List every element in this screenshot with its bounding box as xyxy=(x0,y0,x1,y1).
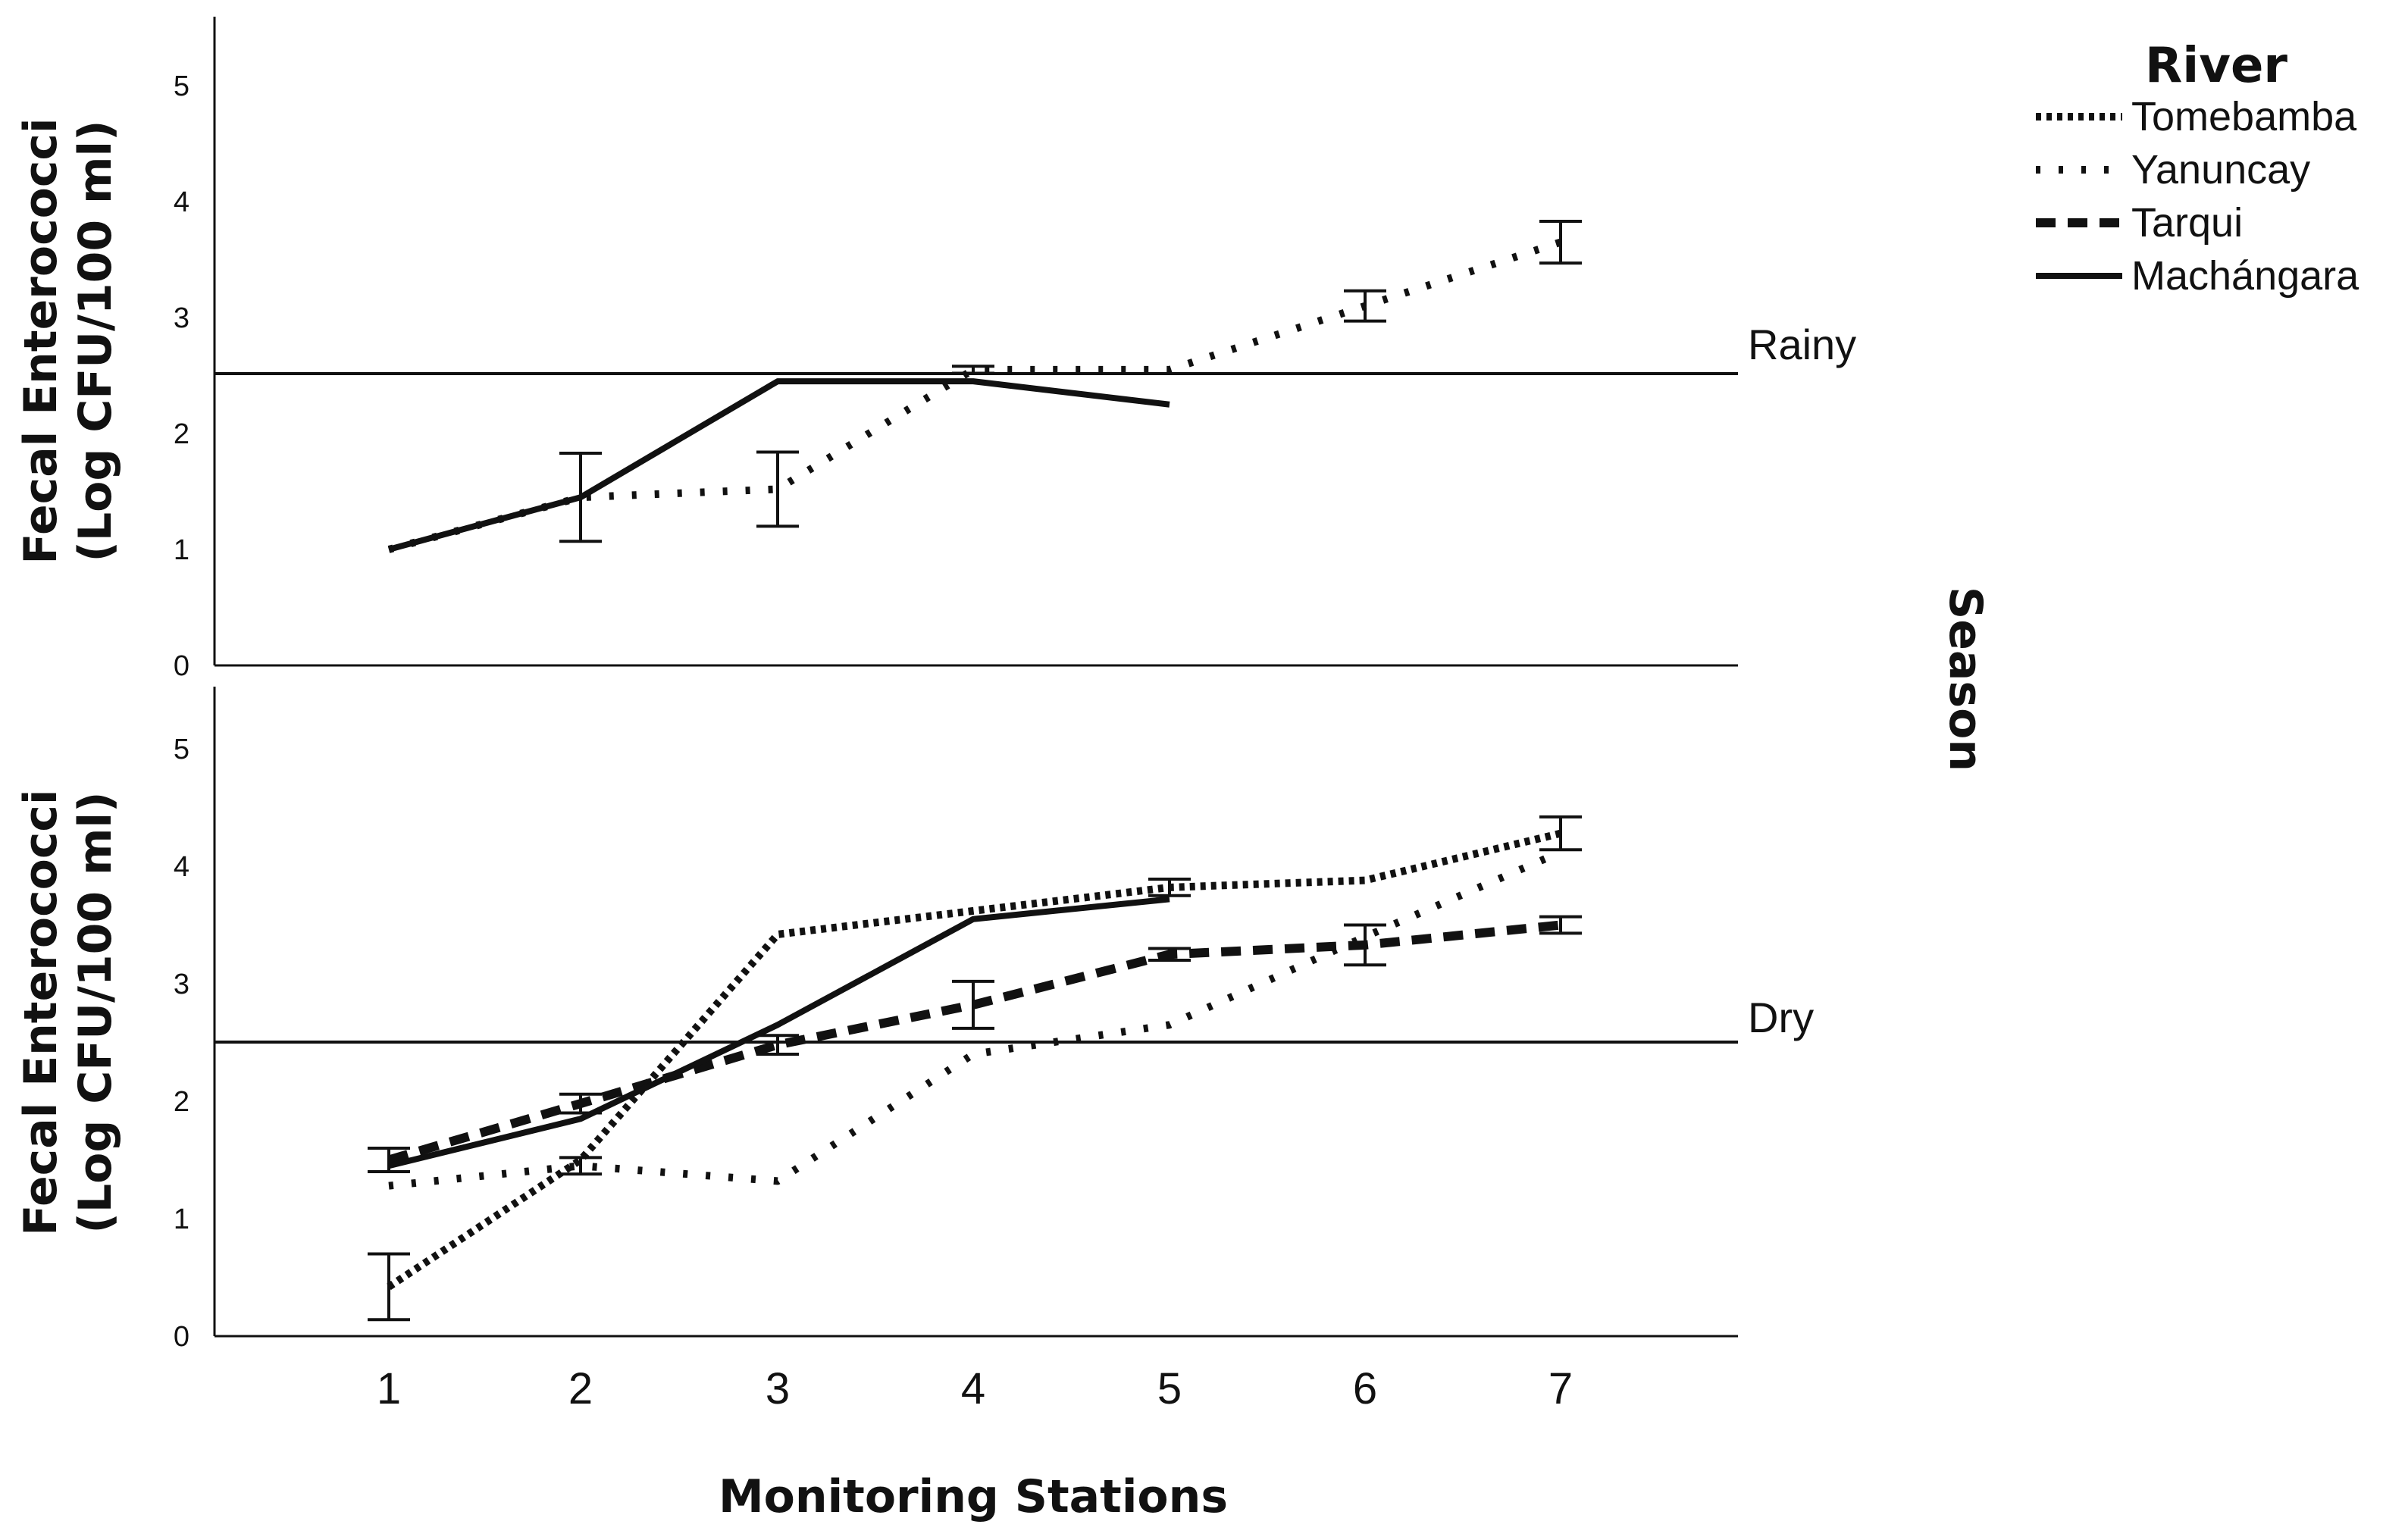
legend-item-yanuncay: Yanuncay xyxy=(2036,147,2310,192)
x-tick-label: 5 xyxy=(1157,1364,1182,1413)
rainy-error-bar-yanuncay xyxy=(1539,220,1582,265)
dry-y-tick-label: 0 xyxy=(174,1321,189,1353)
dry-facet-label: Dry xyxy=(1748,994,1814,1041)
legend-item-machangara: Machángara xyxy=(2036,253,2359,299)
rainy-error-bar-yanuncay xyxy=(756,450,799,528)
season-facet-title: Season xyxy=(1939,587,1992,772)
dry-y-tick-label: 4 xyxy=(174,851,189,883)
dry-error-bar-tarqui xyxy=(1148,947,1191,962)
dry-error-bar-yanuncay xyxy=(559,1156,602,1176)
dry-error-bar-tomebamba xyxy=(1539,815,1582,852)
x-tick-label: 1 xyxy=(377,1364,401,1413)
dry-error-bar-tomebamba xyxy=(368,1252,410,1322)
rainy-error-bar-yanuncay xyxy=(952,365,994,375)
x-axis-title: Monitoring Stations xyxy=(719,1470,1228,1523)
dry-y-tick-label: 1 xyxy=(174,1204,189,1235)
legend-label: Tomebamba xyxy=(2131,94,2357,139)
dry-error-bar-tarqui xyxy=(1344,923,1386,967)
panel-dry: 0 1 2 3 4 5 Dry Fecal Enterococci (Log CFU/10… xyxy=(14,687,1814,1353)
rainy-y-tick-label: 3 xyxy=(174,302,189,334)
dry-series-tomebamba xyxy=(387,829,1562,1291)
dry-error-bar-tarqui xyxy=(368,1147,410,1173)
panel-rainy: 0 1 2 3 4 5 Rainy Fecal Enterococci (Log CFU/… xyxy=(14,17,1856,682)
rainy-series-machangara xyxy=(387,378,1170,552)
rainy-y-tick-label: 2 xyxy=(174,418,189,450)
legend-items: Tomebamba Yanuncay Tarqui Machángara xyxy=(2036,94,2359,299)
x-tick-labels: 1 2 3 4 5 6 7 xyxy=(377,1364,1573,1413)
rainy-facet-label: Rainy xyxy=(1748,321,1856,368)
rainy-y-axis-title-line2: (Log CFU/100 ml) xyxy=(69,120,122,562)
x-tick-label: 2 xyxy=(568,1364,593,1413)
rainy-series-group xyxy=(387,220,1582,553)
dry-y-axis-title-line2: (Log CFU/100 ml) xyxy=(69,791,122,1233)
legend-label: Tarqui xyxy=(2131,200,2243,246)
legend-label: Machángara xyxy=(2131,253,2359,299)
legend-item-tomebamba: Tomebamba xyxy=(2036,94,2357,139)
dry-error-bar-tomebamba xyxy=(1148,878,1191,897)
dry-y-tick-label: 3 xyxy=(174,969,189,1000)
dry-error-bar-tarqui xyxy=(952,979,994,1030)
dry-series-machangara xyxy=(388,896,1170,1169)
rainy-y-tick-label: 1 xyxy=(174,534,189,566)
rainy-y-ticks: 0 1 2 3 4 5 xyxy=(174,70,189,682)
x-tick-label: 4 xyxy=(961,1364,985,1413)
legend-item-tarqui: Tarqui xyxy=(2036,200,2243,246)
dry-y-ticks: 0 1 2 3 4 5 xyxy=(174,734,189,1353)
x-tick-label: 7 xyxy=(1548,1364,1573,1413)
legend-label: Yanuncay xyxy=(2131,147,2310,192)
x-tick-label: 6 xyxy=(1353,1364,1377,1413)
dry-y-axis-title-line1: Fecal Enterococci xyxy=(14,789,67,1235)
legend-title: River xyxy=(2145,38,2287,94)
dry-y-tick-label: 5 xyxy=(174,734,189,765)
dry-series-group xyxy=(368,815,1582,1322)
rainy-y-tick-label: 0 xyxy=(174,650,189,682)
dry-error-bar-tarqui xyxy=(756,1034,799,1056)
rainy-y-tick-label: 5 xyxy=(174,70,189,102)
x-tick-label: 3 xyxy=(766,1364,790,1413)
rainy-y-axis-title-line1: Fecal Enterococci xyxy=(14,117,67,564)
rainy-y-tick-label: 4 xyxy=(174,186,189,218)
dry-y-tick-label: 2 xyxy=(174,1086,189,1118)
rainy-error-bar-yanuncay xyxy=(1344,289,1386,323)
legend: River Tomebamba Yanuncay Tarqui Machángara xyxy=(2036,38,2359,299)
dry-error-bar-tarqui xyxy=(1539,915,1582,935)
